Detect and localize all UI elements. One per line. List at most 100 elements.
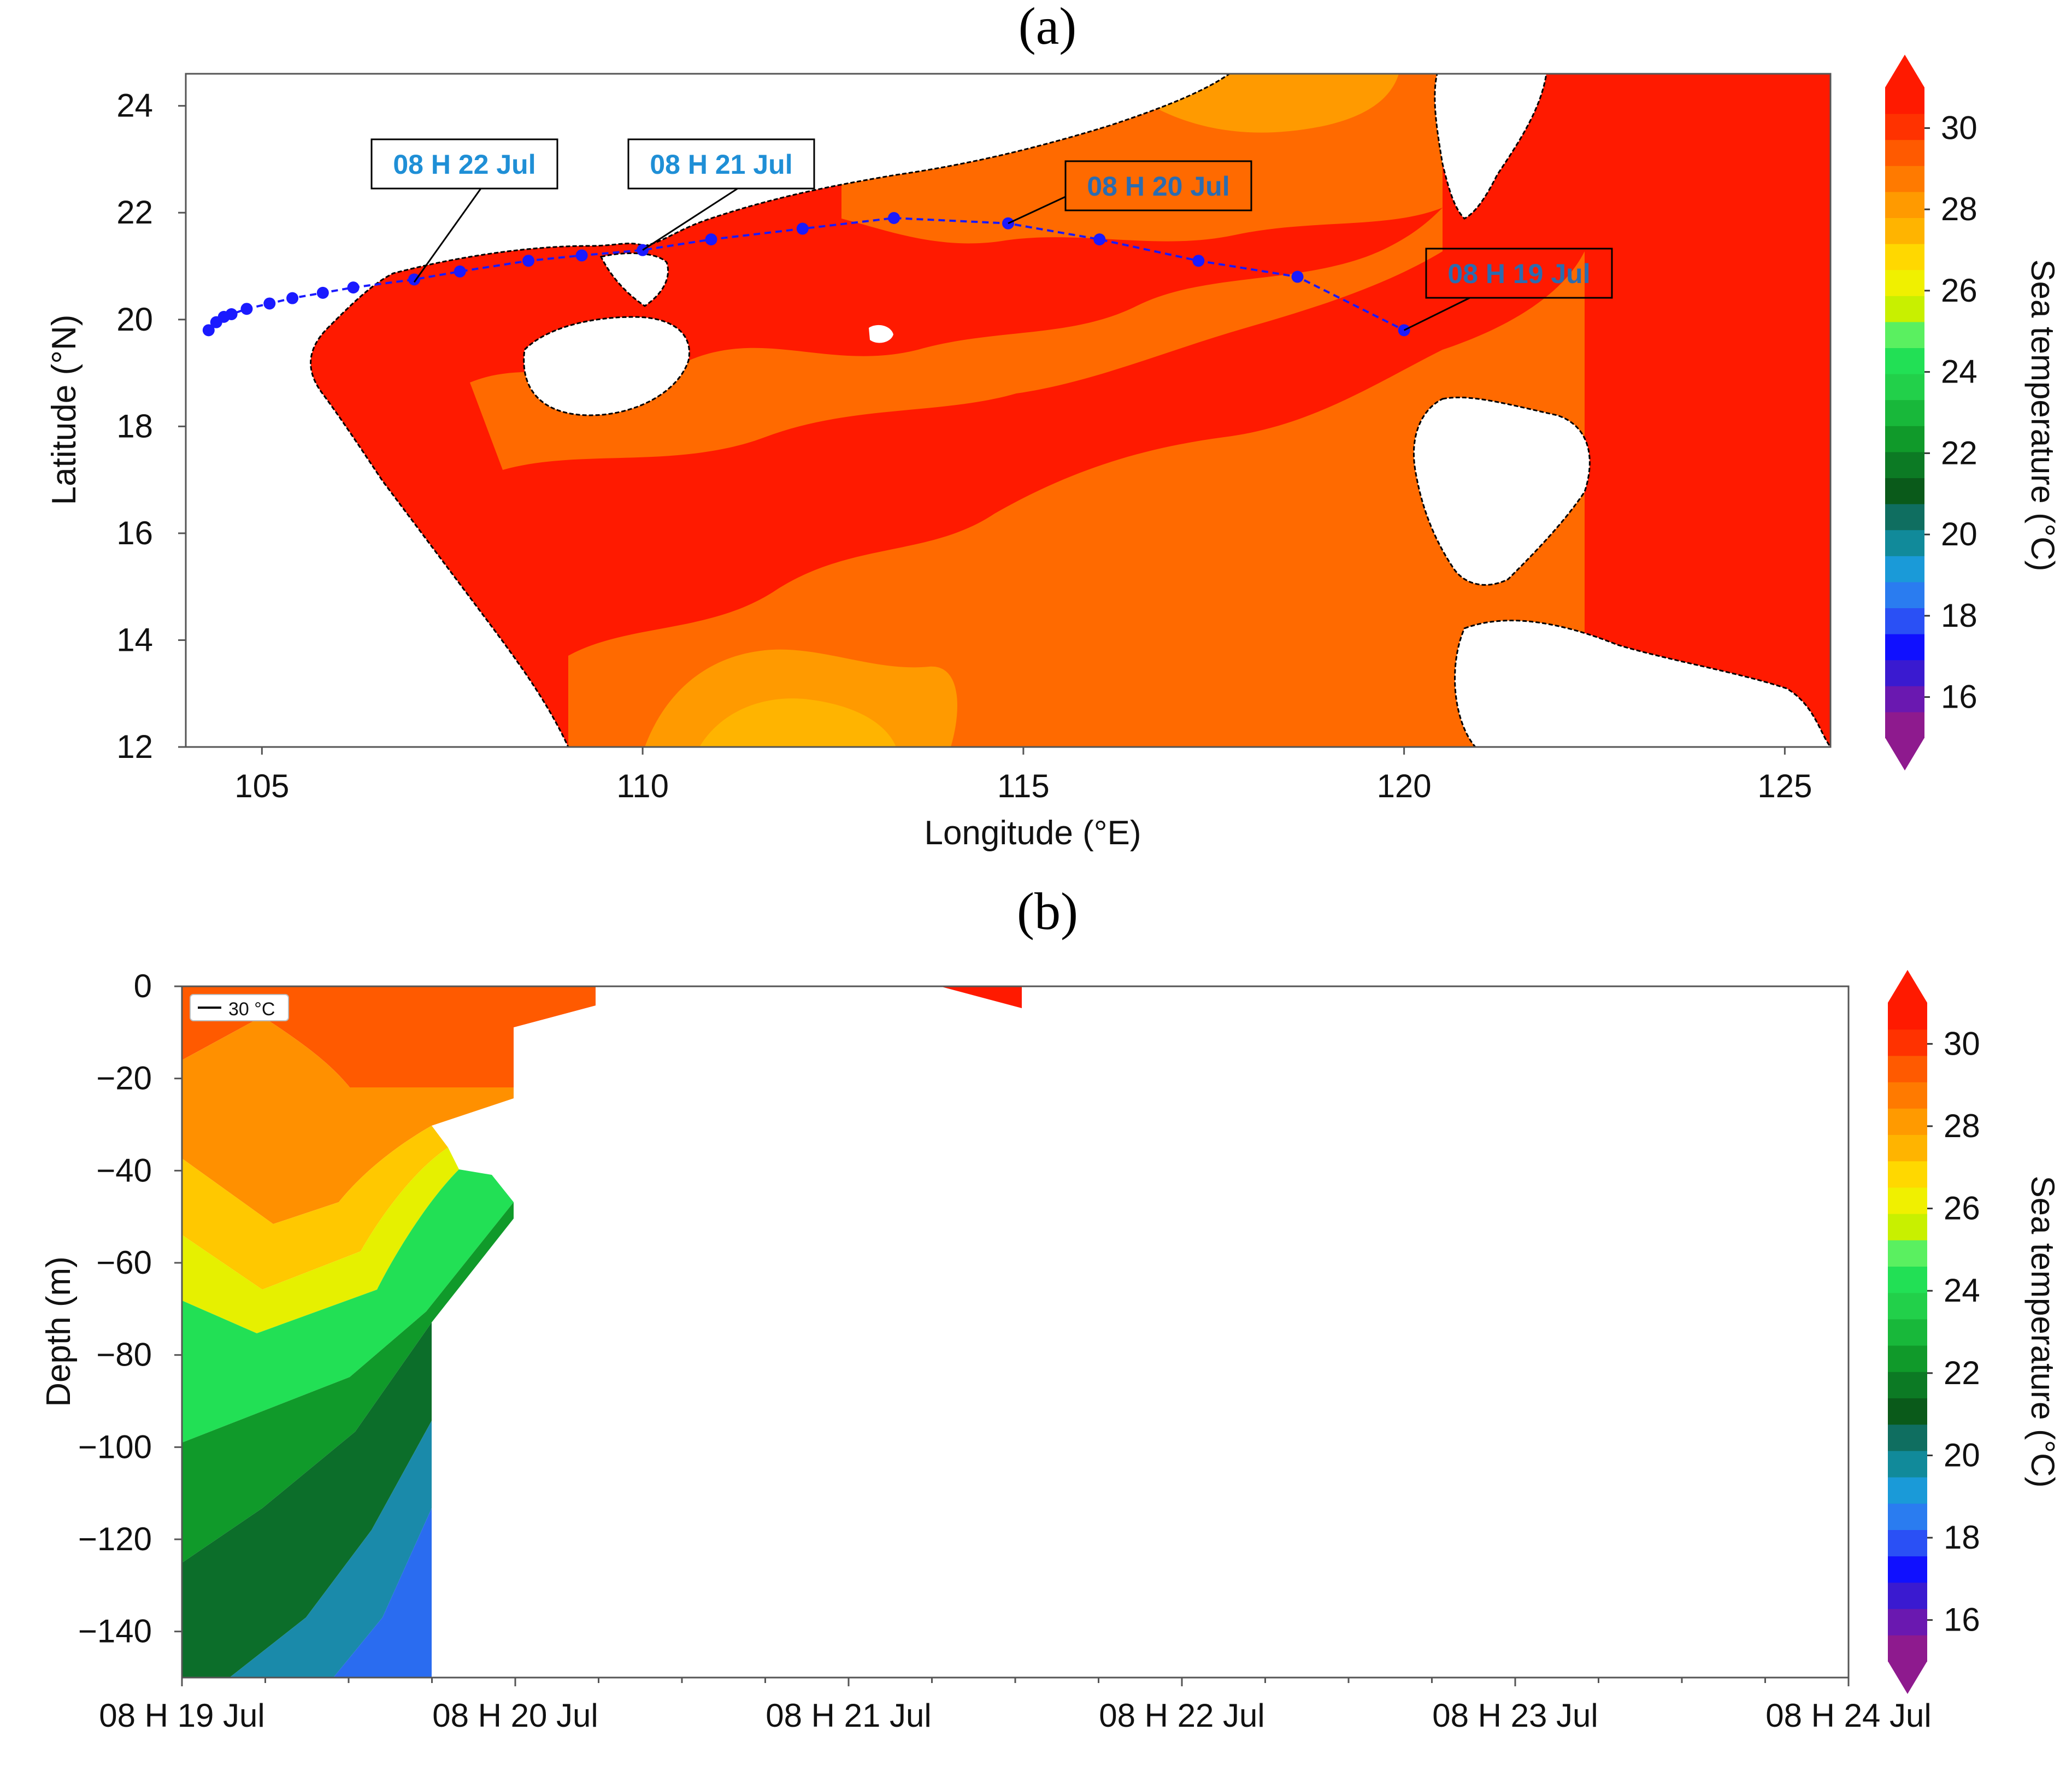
panel-b-colorbar-title: Sea temperature (°C) bbox=[2024, 1176, 2061, 1488]
track-annotations: 08 H 22 Jul 08 H 21 Jul 08 H 20 Jul 08 H 19… bbox=[370, 138, 1613, 331]
annotation-label: 08 H 22 Jul bbox=[393, 149, 535, 180]
annotation-leader bbox=[642, 187, 738, 251]
colorbar-segment bbox=[1885, 321, 1924, 348]
colorbar-segment bbox=[1888, 1476, 1927, 1504]
section-band-22 bbox=[182, 1322, 432, 1678]
land-taiwan bbox=[1434, 74, 1547, 220]
colorbar-segment bbox=[1885, 217, 1924, 244]
colorbar-top-tip bbox=[1888, 970, 1927, 1003]
colorbar-segment bbox=[1888, 1424, 1927, 1451]
colorbar-segment bbox=[1885, 503, 1924, 531]
colorbar-segment bbox=[1885, 139, 1924, 166]
colorbar-tick-label: 28 bbox=[1944, 1108, 1980, 1144]
land-hainan bbox=[523, 316, 690, 416]
colorbar-segment bbox=[1888, 1081, 1927, 1109]
x-tick-label: 08 H 19 Jul bbox=[99, 1697, 265, 1734]
colorbar-top-tip bbox=[1885, 55, 1924, 87]
track-point bbox=[522, 255, 535, 267]
section-band-18 bbox=[333, 1508, 432, 1678]
track-point bbox=[575, 249, 588, 262]
track-line bbox=[208, 216, 1405, 332]
colorbar-tick-label: 16 bbox=[1944, 1602, 1980, 1638]
colorbar-segment bbox=[1885, 373, 1924, 401]
colorbar-segment bbox=[1885, 478, 1924, 504]
colorbar-segment bbox=[1888, 1213, 1927, 1240]
panel-b-label: (b) bbox=[1017, 882, 1078, 940]
land-island-small bbox=[869, 325, 893, 343]
colorbar-segment bbox=[1885, 581, 1924, 608]
colorbar-segment bbox=[1885, 269, 1924, 296]
colorbar-segment bbox=[1885, 711, 1924, 738]
colorbar-segment bbox=[1885, 425, 1924, 452]
x-tick-label: 08 H 22 Jul bbox=[1099, 1697, 1265, 1734]
x-tick-label: 08 H 21 Jul bbox=[766, 1697, 932, 1734]
colorbar-segment bbox=[1888, 1161, 1927, 1188]
colorbar-segment bbox=[1888, 1450, 1927, 1478]
panel-b-plot: 30 °C 0 −20 −40 −60 −80 −100 −120 −140 08 H 19 J… bbox=[78, 968, 1932, 1734]
sst-band-yellow-south bbox=[699, 698, 896, 747]
colorbar-tick-label: 18 bbox=[1941, 597, 1977, 634]
colorbar-bottom-tip bbox=[1888, 1661, 1927, 1694]
panel-a-label: (a) bbox=[1019, 0, 1077, 55]
x-tick-label: 120 bbox=[1377, 768, 1432, 804]
panel-a-frame bbox=[185, 73, 1832, 748]
panel-a-colorbar-title: Sea temperature (°C) bbox=[2024, 260, 2061, 572]
colorbar-tick-label: 24 bbox=[1944, 1272, 1980, 1309]
track-point bbox=[225, 308, 238, 320]
land-luzon bbox=[1412, 396, 1591, 586]
colorbar-tick-label: 22 bbox=[1944, 1355, 1980, 1391]
y-tick-label: −120 bbox=[78, 1521, 152, 1557]
colorbar-segment bbox=[1888, 1582, 1927, 1609]
land-philippines-south bbox=[1454, 620, 1830, 747]
track-point bbox=[887, 212, 900, 224]
colorbar-segment bbox=[1888, 1108, 1927, 1135]
y-tick-label: 18 bbox=[116, 408, 153, 444]
annotation-label: 08 H 20 Jul bbox=[1087, 171, 1229, 202]
colorbar-segment bbox=[1885, 633, 1924, 661]
colorbar-segment bbox=[1888, 1266, 1927, 1293]
y-tick-label: 20 bbox=[116, 301, 153, 338]
colorbar-segment bbox=[1885, 191, 1924, 218]
colorbar-segment bbox=[1885, 113, 1924, 140]
colorbar-tick-label: 22 bbox=[1941, 434, 1977, 471]
colorbar-segment bbox=[1888, 1608, 1927, 1635]
x-tick-label: 115 bbox=[997, 768, 1050, 804]
y-tick-label: −100 bbox=[78, 1428, 152, 1465]
track-point bbox=[408, 273, 421, 286]
colorbar-segment bbox=[1885, 87, 1924, 114]
colorbar-tick-label: 16 bbox=[1941, 679, 1977, 715]
colorbar-tick-label: 20 bbox=[1944, 1437, 1980, 1473]
y-tick-label: 12 bbox=[116, 728, 153, 765]
y-tick-label: 22 bbox=[116, 194, 153, 231]
x-tick-label: 125 bbox=[1757, 768, 1812, 804]
colorbar-tick-label: 28 bbox=[1941, 191, 1977, 227]
colorbar-bottom-tip bbox=[1885, 738, 1924, 770]
annotation-label: 08 H 21 Jul bbox=[650, 149, 792, 180]
annotation-box bbox=[370, 138, 558, 190]
colorbar-tick-label: 26 bbox=[1941, 272, 1977, 309]
track-point bbox=[454, 265, 466, 278]
section-band-top-patch bbox=[940, 986, 1022, 1008]
annotation-box bbox=[627, 138, 815, 190]
colorbar-segment bbox=[1885, 555, 1924, 583]
track-point bbox=[705, 233, 717, 246]
colorbar-segment bbox=[1885, 529, 1924, 556]
section-legend: 30 °C bbox=[190, 994, 289, 1021]
colorbar-segment bbox=[1888, 1292, 1927, 1320]
colorbar-segment bbox=[1888, 1029, 1927, 1056]
x-tick-label: 08 H 20 Jul bbox=[432, 1697, 598, 1734]
colorbar-tick-label: 24 bbox=[1941, 354, 1977, 390]
colorbar-segment bbox=[1888, 1134, 1927, 1162]
annotation-leader bbox=[1008, 196, 1066, 225]
y-tick-label: −80 bbox=[96, 1337, 152, 1373]
colorbar-segment bbox=[1888, 1371, 1927, 1398]
colorbar-segment bbox=[1885, 165, 1924, 192]
track-point bbox=[1291, 270, 1304, 283]
panel-a-ylabel: Latitude (°N) bbox=[45, 315, 83, 505]
track-point bbox=[316, 286, 329, 299]
y-tick-label: −20 bbox=[96, 1060, 152, 1097]
colorbar-tick-label: 30 bbox=[1941, 109, 1977, 146]
colorbar-segment bbox=[1888, 1239, 1927, 1267]
panel-a-axes: 105 110 115 120 125 12 14 16 18 20 22 24 bbox=[116, 87, 1812, 804]
colorbar-segment bbox=[1885, 451, 1924, 478]
